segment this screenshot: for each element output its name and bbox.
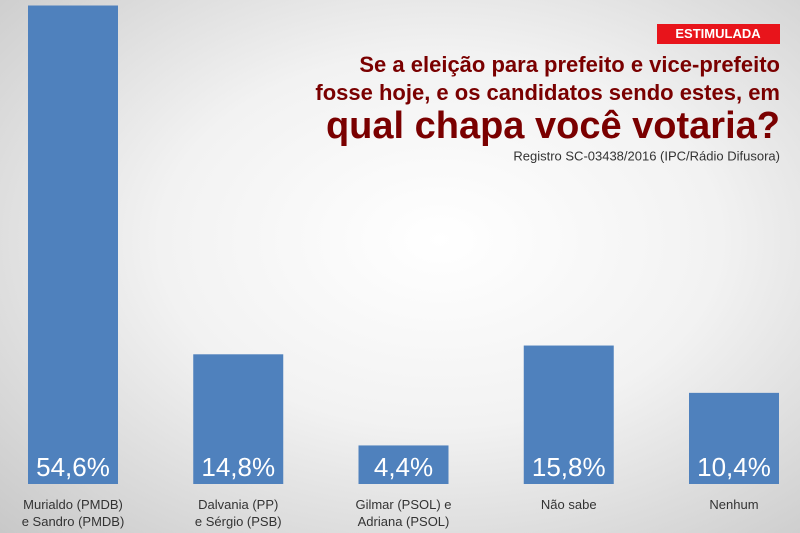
x-tick-label: Dalvania (PP) e Sérgio (PSB) (194, 497, 282, 529)
x-tick-label: Murialdo (PMDB) e Sandro (PMDB) (21, 497, 125, 529)
chart-subtitle: Registro SC-03438/2016 (IPC/Rádio Difuso… (513, 148, 780, 163)
badge-box (657, 24, 780, 44)
bar (358, 445, 449, 484)
bar (193, 354, 284, 484)
bar (689, 392, 779, 484)
value-label: 14,8% (201, 452, 275, 482)
badge: ESTIMULADA (675, 26, 761, 41)
x-tick-label: Não sabe (540, 497, 597, 512)
chart-title: fosse hoje, e os candidatos sendo estes,… (315, 80, 780, 105)
value-label: 54,6% (36, 452, 110, 482)
value-label: 10,4% (697, 452, 771, 482)
chart-title: qual chapa você votaria? (326, 105, 780, 147)
bar (523, 345, 614, 484)
bar (28, 5, 118, 484)
chart-title: Se a eleição para prefeito e vice-prefei… (359, 52, 780, 77)
x-tick-label: Gilmar (PSOL) e Adriana (PSOL) (355, 497, 452, 529)
value-label: 4,4% (374, 452, 433, 482)
value-label: 15,8% (532, 452, 606, 482)
x-tick-label: Nenhum (709, 497, 759, 512)
